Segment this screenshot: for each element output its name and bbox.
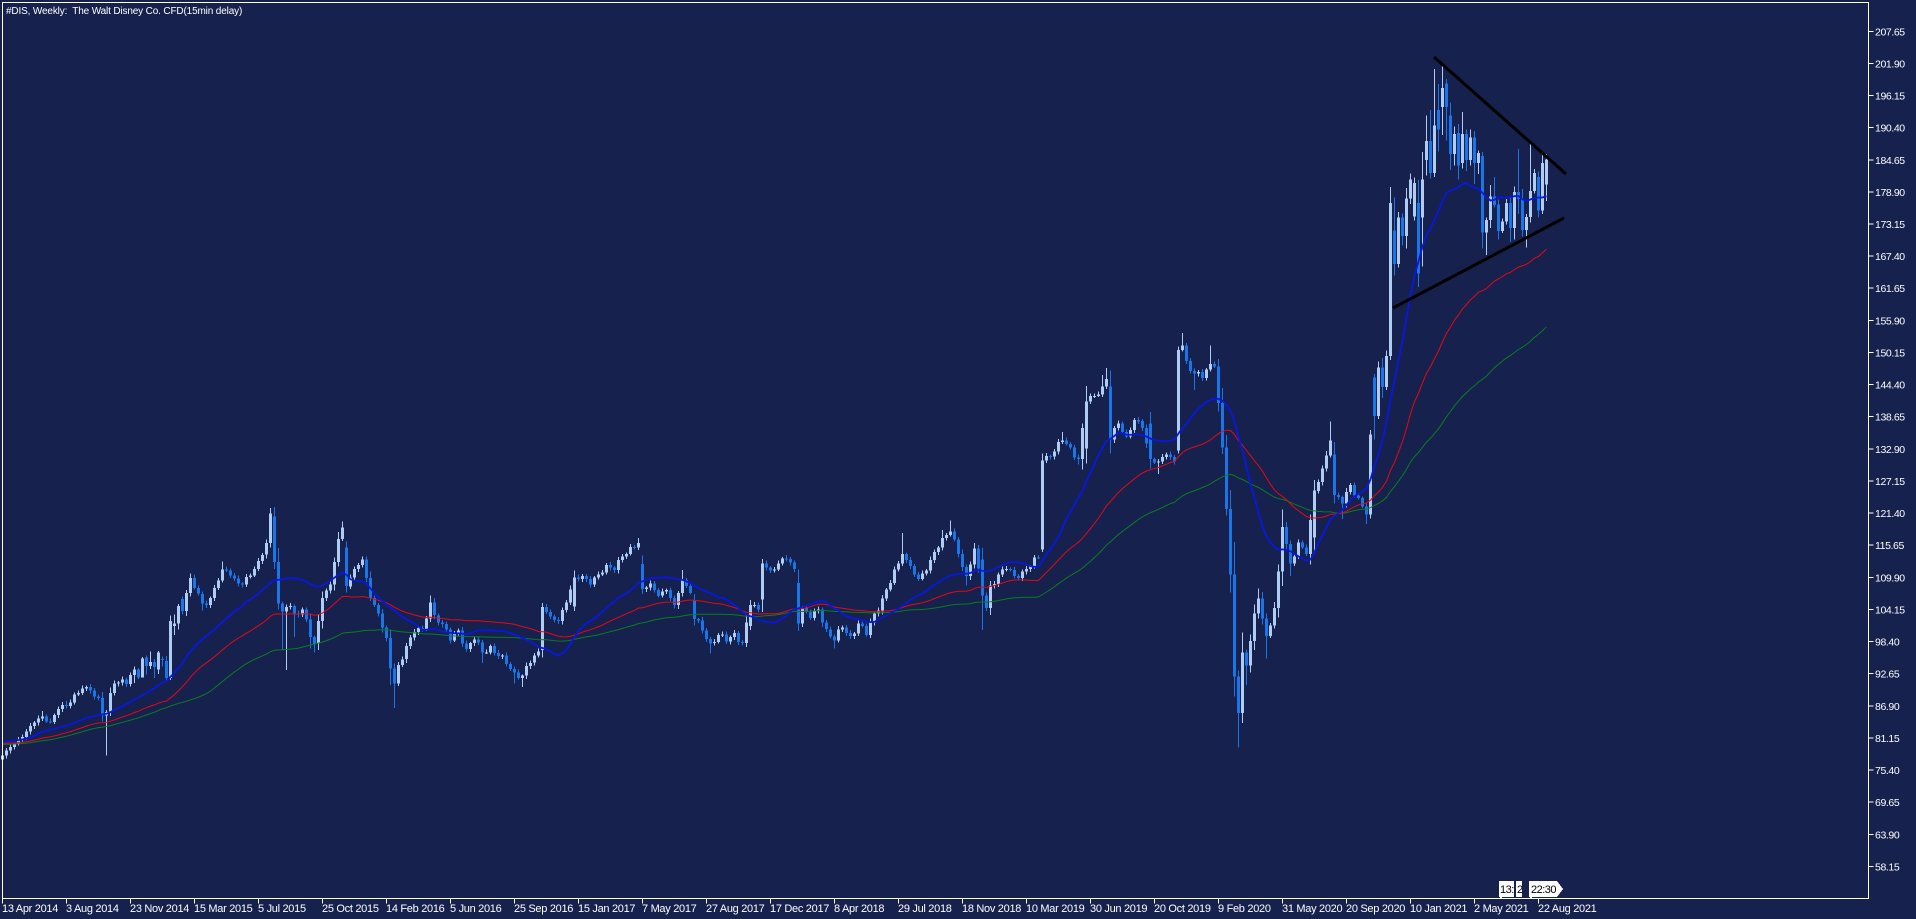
svg-text:15 Mar 2015: 15 Mar 2015	[194, 903, 253, 915]
svg-text:7 May 2017: 7 May 2017	[642, 903, 697, 915]
svg-text:9 Feb 2020: 9 Feb 2020	[1218, 903, 1271, 915]
svg-text:2: 2	[1517, 884, 1523, 896]
svg-text:98.40: 98.40	[1875, 637, 1900, 649]
svg-text:25 Sep 2016: 25 Sep 2016	[514, 903, 573, 915]
svg-text:207.65: 207.65	[1875, 26, 1905, 38]
svg-text:5 Jun 2016: 5 Jun 2016	[450, 903, 502, 915]
svg-text:15 Jan 2017: 15 Jan 2017	[578, 903, 635, 915]
svg-text:161.65: 161.65	[1875, 283, 1905, 295]
svg-text:178.90: 178.90	[1875, 187, 1905, 199]
svg-text:18 Nov 2018: 18 Nov 2018	[962, 903, 1021, 915]
svg-text:81.15: 81.15	[1875, 733, 1900, 745]
svg-text:201.90: 201.90	[1875, 58, 1905, 70]
svg-text:22:30: 22:30	[1531, 884, 1556, 896]
svg-text:121.40: 121.40	[1875, 508, 1905, 520]
svg-text:167.40: 167.40	[1875, 251, 1905, 263]
svg-text:92.65: 92.65	[1875, 669, 1900, 681]
svg-text:58.15: 58.15	[1875, 861, 1900, 873]
svg-text:20 Oct 2019: 20 Oct 2019	[1154, 903, 1211, 915]
svg-text:63.90: 63.90	[1875, 829, 1900, 841]
svg-text:31 May 2020: 31 May 2020	[1282, 903, 1342, 915]
svg-text:25 Oct 2015: 25 Oct 2015	[322, 903, 379, 915]
svg-text:27 Aug 2017: 27 Aug 2017	[706, 903, 765, 915]
svg-text:#DIS, Weekly: The Walt Disney: #DIS, Weekly: The Walt Disney Co. CFD(15…	[6, 6, 242, 17]
svg-text:196.15: 196.15	[1875, 91, 1905, 103]
svg-text:29 Jul 2018: 29 Jul 2018	[898, 903, 952, 915]
svg-text:10 Mar 2019: 10 Mar 2019	[1026, 903, 1085, 915]
svg-text:173.15: 173.15	[1875, 219, 1905, 231]
svg-text:138.65: 138.65	[1875, 412, 1905, 424]
svg-text:22 Aug 2021: 22 Aug 2021	[1538, 903, 1597, 915]
svg-text:23 Nov 2014: 23 Nov 2014	[130, 903, 189, 915]
svg-text:5 Jul 2015: 5 Jul 2015	[258, 903, 306, 915]
svg-text:155.90: 155.90	[1875, 315, 1905, 327]
svg-text:14 Feb 2016: 14 Feb 2016	[386, 903, 445, 915]
svg-text:13 Apr 2014: 13 Apr 2014	[2, 903, 58, 915]
svg-text:132.90: 132.90	[1875, 444, 1905, 456]
svg-text:3 Aug 2014: 3 Aug 2014	[66, 903, 119, 915]
svg-text:127.15: 127.15	[1875, 476, 1905, 488]
svg-text:10 Jan 2021: 10 Jan 2021	[1410, 903, 1467, 915]
svg-text:30 Jun 2019: 30 Jun 2019	[1090, 903, 1147, 915]
svg-text:8 Apr 2018: 8 Apr 2018	[834, 903, 884, 915]
svg-text:69.65: 69.65	[1875, 797, 1900, 809]
svg-text:2 May 2021: 2 May 2021	[1474, 903, 1529, 915]
svg-text:144.40: 144.40	[1875, 380, 1905, 392]
svg-text:17 Dec 2017: 17 Dec 2017	[770, 903, 829, 915]
svg-text:75.40: 75.40	[1875, 765, 1900, 777]
svg-text:13:: 13:	[1500, 884, 1514, 896]
svg-text:86.90: 86.90	[1875, 701, 1900, 713]
svg-text:104.15: 104.15	[1875, 604, 1905, 616]
svg-text:190.40: 190.40	[1875, 123, 1905, 135]
svg-text:184.65: 184.65	[1875, 155, 1905, 167]
svg-text:109.90: 109.90	[1875, 572, 1905, 584]
svg-text:115.65: 115.65	[1875, 540, 1904, 552]
svg-text:150.15: 150.15	[1875, 348, 1905, 360]
svg-text:20 Sep 2020: 20 Sep 2020	[1346, 903, 1405, 915]
